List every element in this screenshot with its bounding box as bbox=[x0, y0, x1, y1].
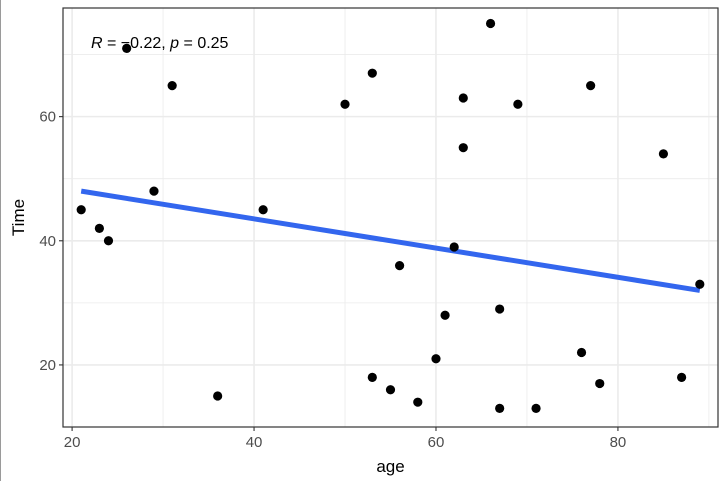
x-axis-ticks: 20 40 60 80 bbox=[64, 427, 627, 451]
y-tick-label: 20 bbox=[39, 357, 56, 374]
y-axis-ticks: 20 40 60 bbox=[39, 109, 63, 374]
data-point bbox=[658, 149, 669, 159]
data-point bbox=[367, 372, 377, 382]
x-tick-label: 20 bbox=[64, 434, 81, 451]
data-point bbox=[431, 354, 441, 364]
regression-line bbox=[80, 188, 701, 293]
data-point bbox=[103, 236, 114, 246]
y-axis-title: Time bbox=[9, 199, 28, 236]
data-point bbox=[122, 43, 132, 53]
data-point bbox=[695, 279, 705, 289]
data-point bbox=[367, 68, 377, 78]
data-point bbox=[495, 304, 505, 314]
data-point bbox=[485, 18, 496, 29]
p-label: p bbox=[169, 35, 179, 52]
data-point bbox=[440, 310, 450, 320]
data-point bbox=[513, 99, 523, 109]
data-point bbox=[677, 372, 687, 382]
data-point bbox=[595, 378, 605, 389]
plot-panel-border bbox=[62, 7, 719, 428]
y-tick-label: 40 bbox=[39, 233, 56, 250]
data-point bbox=[394, 261, 405, 271]
data-point bbox=[576, 347, 587, 358]
regression-layer bbox=[80, 188, 701, 293]
data-point bbox=[449, 242, 459, 252]
r-label: R bbox=[91, 35, 103, 52]
x-tick-label: 40 bbox=[246, 434, 263, 451]
x-axis-title: age bbox=[376, 457, 404, 476]
data-point bbox=[385, 385, 396, 395]
data-point bbox=[495, 403, 505, 413]
minor-gridlines bbox=[63, 8, 718, 427]
data-point bbox=[94, 223, 104, 233]
x-tick-label: 60 bbox=[428, 434, 445, 451]
x-tick-label: 80 bbox=[610, 434, 627, 451]
data-point bbox=[458, 93, 468, 103]
r-value: = −0.22, bbox=[103, 35, 171, 52]
data-point bbox=[149, 186, 159, 196]
data-point bbox=[213, 391, 223, 401]
data-point bbox=[340, 99, 350, 109]
correlation-annotation: R = −0.22, p = 0.25 bbox=[91, 35, 229, 52]
data-point bbox=[76, 205, 86, 215]
data-point bbox=[413, 397, 423, 407]
data-point bbox=[258, 205, 268, 215]
data-point bbox=[531, 403, 541, 413]
data-point bbox=[586, 80, 596, 91]
y-tick-label: 60 bbox=[39, 109, 56, 126]
data-point bbox=[167, 80, 177, 91]
plot-panel bbox=[63, 8, 718, 427]
points-layer bbox=[76, 18, 705, 413]
data-point bbox=[458, 143, 468, 153]
p-value: = 0.25 bbox=[179, 35, 228, 52]
